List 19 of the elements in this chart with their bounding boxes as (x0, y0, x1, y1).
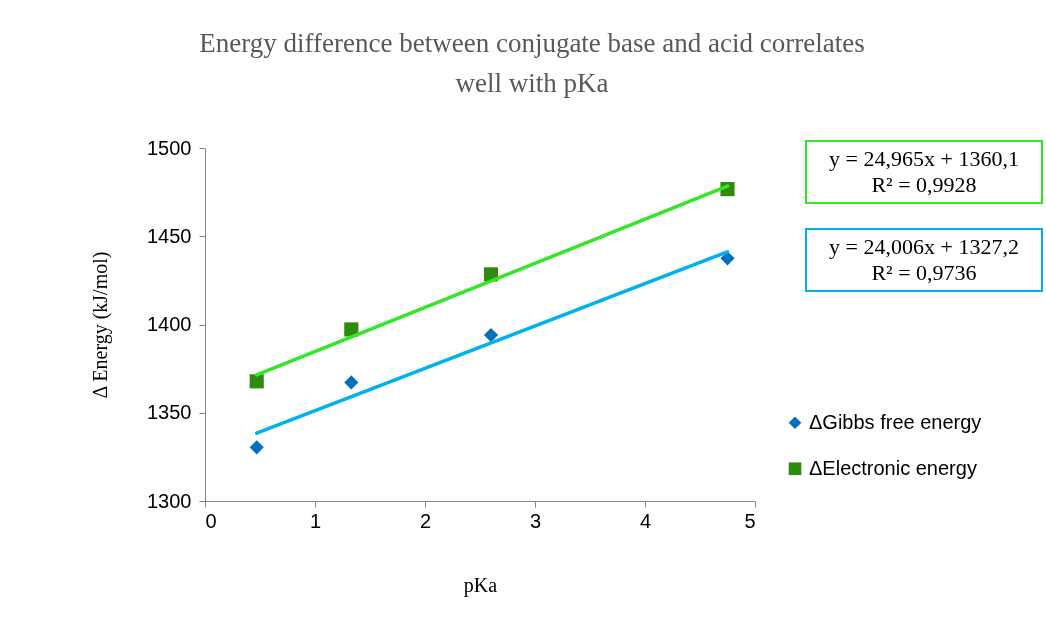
y-tick-label: 1300 (147, 489, 192, 512)
y-tick-label: 1350 (147, 401, 192, 424)
x-tick-label: 0 (205, 509, 217, 532)
equation-box: y = 24,006x + 1327,2 R² = 0,9736 (805, 228, 1043, 292)
x-tick-label: 5 (744, 509, 756, 532)
y-axis-title: Δ Energy (kJ/mol) (89, 251, 113, 399)
x-tick-label: 4 (639, 509, 652, 532)
x-axis-title: pKa (463, 573, 498, 597)
text: Energy difference between conjugate base and acid correlates (199, 28, 865, 58)
y-tick-label: 1400 (147, 313, 192, 335)
y-tick-label: 1500 (147, 136, 192, 159)
legend-label: ΔGibbs free energy (809, 410, 982, 433)
legend-label: ΔElectronic energy (809, 456, 977, 479)
equation-box: y = 24,965x + 1360,1 R² = 0,9928 (805, 140, 1043, 204)
x-tick-label: 3 (529, 509, 542, 532)
y-tick-label: 1450 (147, 224, 192, 247)
text: well with pKa (455, 68, 609, 98)
x-tick-label: 1 (309, 509, 322, 532)
x-tick-label: 2 (419, 509, 432, 532)
